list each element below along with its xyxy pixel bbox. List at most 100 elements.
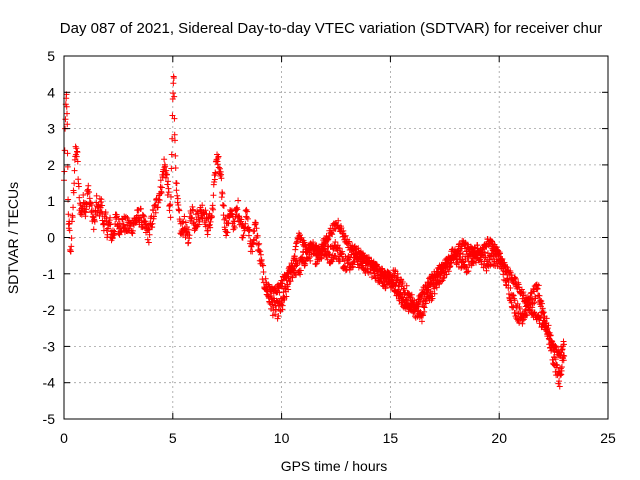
data-point [260,262,267,269]
data-point [257,251,264,258]
y-tick-label: -2 [43,302,56,318]
data-point [100,227,107,234]
data-point [173,187,180,194]
data-point [161,156,168,163]
data-point [556,383,563,390]
data-point [176,207,183,214]
data-point [152,209,159,216]
data-point [190,207,197,214]
data-point [272,311,279,318]
data-point [257,248,264,255]
y-tick-label: -4 [43,375,56,391]
data-point [64,150,71,157]
data-point [260,269,267,276]
data-point [516,319,523,326]
data-point [164,191,171,198]
data-point [68,235,75,242]
data-point [339,248,346,255]
data-point [80,199,87,206]
data-point [124,215,131,222]
data-point [80,191,87,198]
data-point [219,190,226,197]
x-axis-label: GPS time / hours [281,458,388,474]
data-point [156,197,163,204]
data-point [158,189,165,196]
data-point [224,229,231,236]
data-point [116,231,123,238]
data-point [162,174,169,181]
data-point [547,332,554,339]
data-point [164,181,171,188]
data-point [445,268,452,275]
y-tick-label: 4 [47,84,55,100]
data-point [98,196,105,203]
data-point [538,314,545,321]
data-point [327,243,334,250]
data-point [211,179,218,186]
data-point [350,264,357,271]
data-point [484,262,491,269]
data-point [165,178,172,185]
data-point [74,149,81,156]
data-point [312,261,319,268]
data-point [171,137,178,144]
data-point [171,115,178,122]
data-point [433,284,440,291]
data-point [193,224,200,231]
data-point [119,216,126,223]
data-point [329,231,336,238]
data-point [202,223,209,230]
data-point [342,262,349,269]
x-tick-label: 25 [600,430,616,446]
data-point [73,145,80,152]
data-point [231,218,238,225]
data-point [64,121,71,128]
data-point [148,221,155,228]
data-point [189,214,196,221]
data-point [167,201,174,208]
data-point [558,363,565,370]
x-tick-label: 10 [274,430,290,446]
data-point [144,236,151,243]
data-point [70,204,77,211]
data-point [140,212,147,219]
data-point [507,285,514,292]
data-point [93,192,100,199]
data-point [414,303,421,310]
data-point [96,203,103,210]
data-point [252,219,259,226]
data-point [420,312,427,319]
data-point [242,220,249,227]
data-point [150,213,157,220]
data-point [397,291,404,298]
data-point [124,222,131,229]
data-point [145,239,152,246]
data-point [511,297,518,304]
data-point [540,310,547,317]
data-point [531,299,538,306]
data-point [368,274,375,281]
data-point [185,226,192,233]
data-point [74,158,81,165]
data-point [70,189,77,196]
data-point [535,282,542,289]
data-point [145,225,152,232]
data-point [396,290,403,297]
data-point [538,300,545,307]
data-point [223,232,230,239]
data-point [86,189,93,196]
data-point [518,286,525,293]
data-point [510,280,517,287]
data-point [418,318,425,325]
data-point [490,262,497,269]
data-point [342,253,349,260]
data-point [165,189,172,196]
data-point [378,265,385,272]
data-point [289,274,296,281]
data-point [107,214,114,221]
data-point [239,234,246,241]
data-point [529,304,536,311]
data-point [379,266,386,273]
data-point [249,248,256,255]
data-point [163,171,170,178]
